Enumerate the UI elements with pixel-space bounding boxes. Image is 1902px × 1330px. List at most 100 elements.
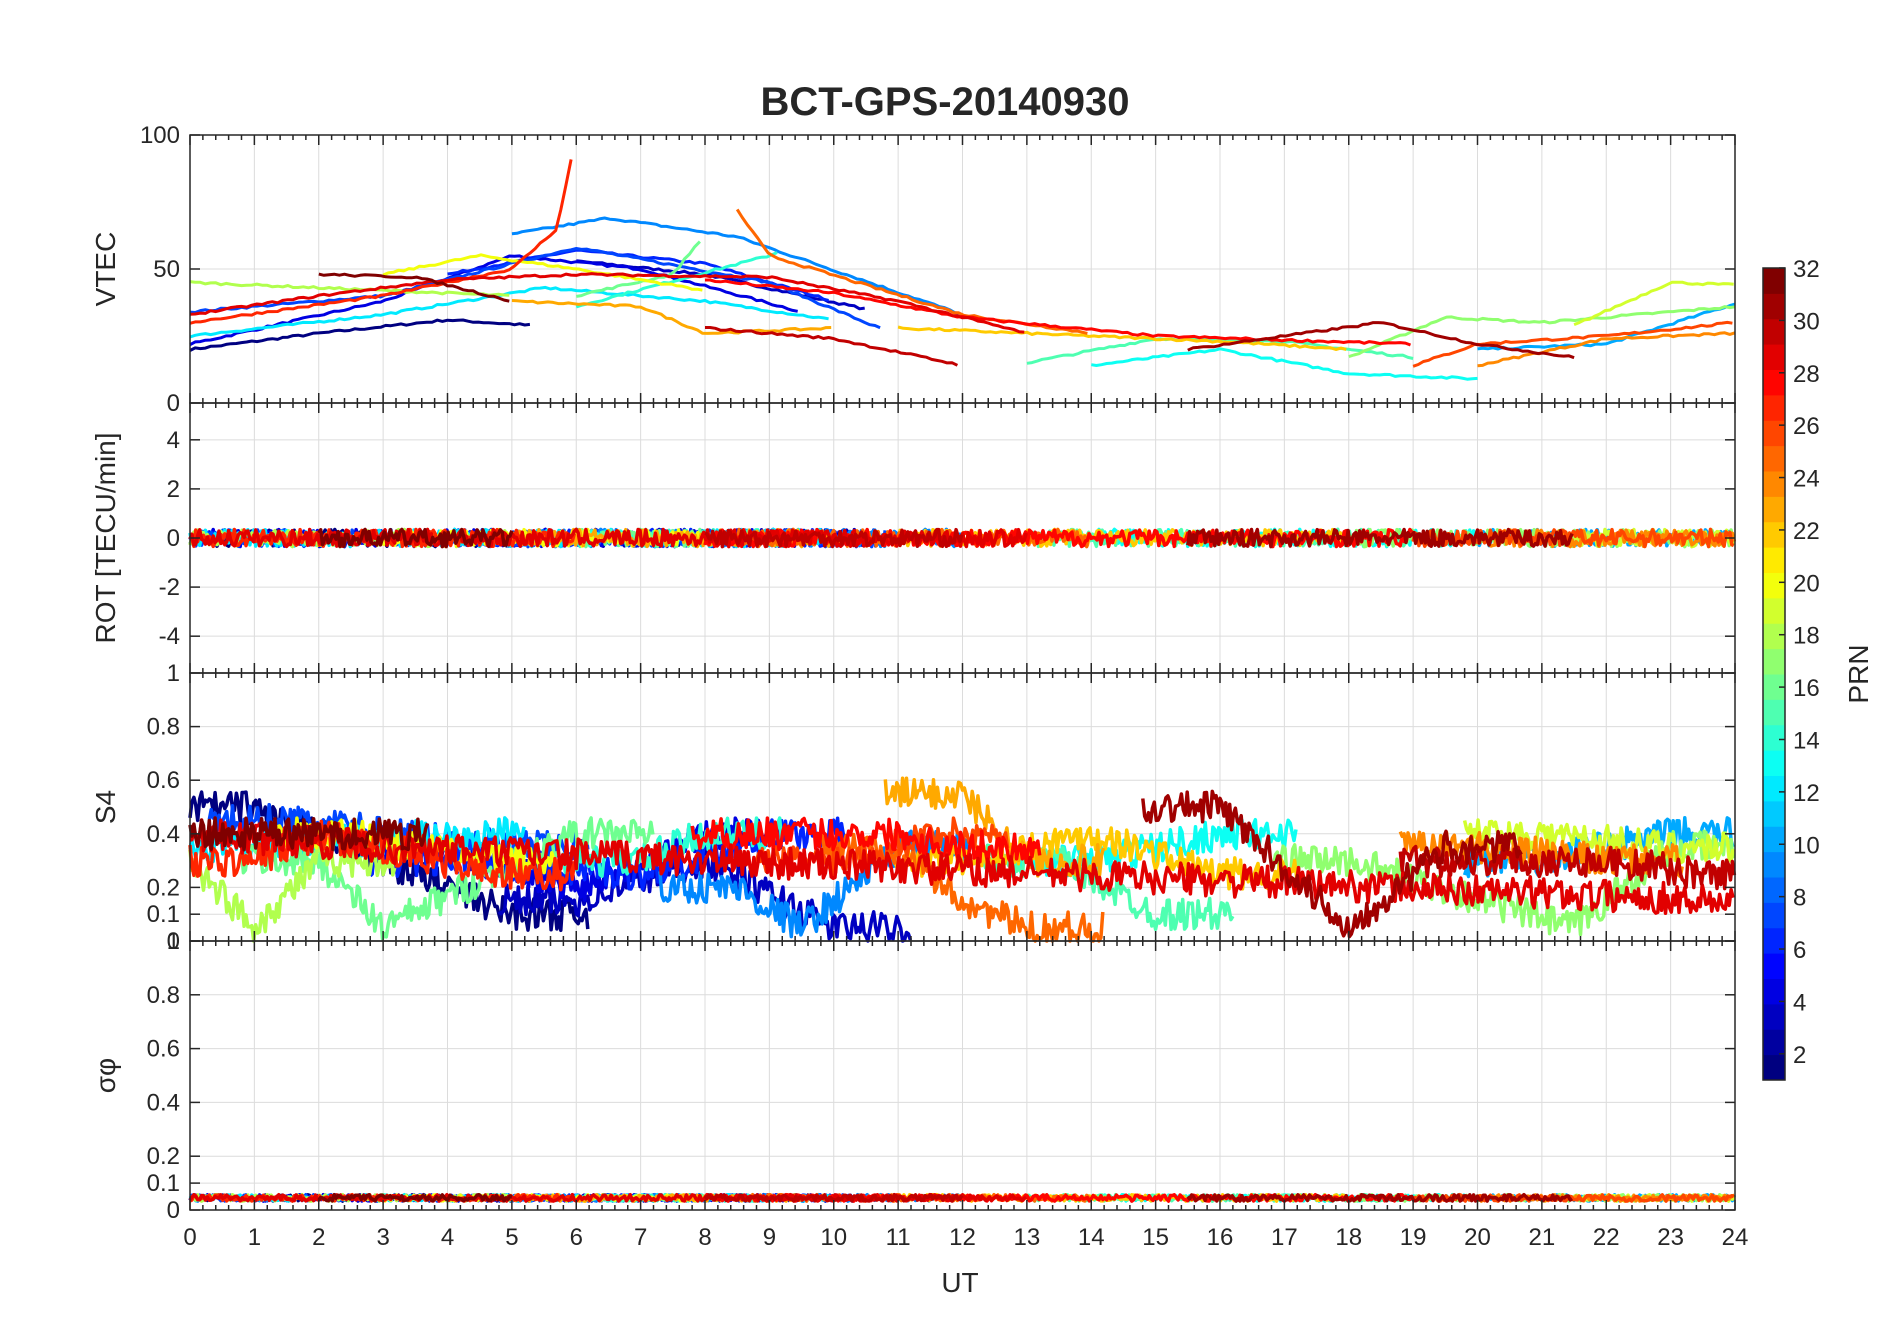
series-line-prn-12 [189, 285, 829, 339]
colorbar-segment [1763, 268, 1785, 294]
x-tick-label: 24 [1722, 1224, 1749, 1251]
colorbar-segment [1763, 394, 1785, 421]
colorbar-tick-label: 12 [1793, 780, 1820, 807]
y-tick-label: 0.6 [147, 767, 180, 794]
panel-3: 00.10.2 0.4 0.6 0.8 1 S4 [90, 660, 1737, 955]
colorbar-frame [1762, 267, 1786, 1081]
colorbar-label: PRN [1843, 644, 1874, 703]
series-line-prn-7 [189, 247, 881, 330]
x-tick-label: 13 [1014, 1224, 1041, 1251]
y-tick-label: 0 [167, 525, 180, 552]
x-tick-label: 21 [1529, 1224, 1556, 1251]
series-line-prn-31 [1187, 321, 1575, 360]
series-line-prn-19 [1573, 280, 1734, 326]
x-tick-label: 15 [1142, 1224, 1169, 1251]
x-tick-label: 6 [570, 1224, 583, 1251]
y-tick-label: 0 [167, 1197, 180, 1224]
series-line-prn-20 [382, 253, 703, 292]
panel-1: 0 50 100 VTEC [90, 122, 1736, 417]
x-tick-label: 23 [1657, 1224, 1684, 1251]
colorbar-tick-label: 2 [1793, 1042, 1806, 1069]
colorbar-segment [1763, 648, 1785, 675]
colorbar-segment [1763, 1029, 1785, 1056]
colorbar-segment [1763, 750, 1785, 776]
series-line-prn-13 [1091, 347, 1478, 381]
series-line-prn-22 [897, 325, 1347, 351]
chart-title: BCT-GPS-20140930 [760, 80, 1129, 124]
x-tick-label: 10 [820, 1224, 847, 1251]
x-tick-label: 18 [1335, 1224, 1362, 1251]
colorbar-segment [1763, 572, 1785, 599]
colorbar-tick-label: 22 [1793, 518, 1820, 545]
colorbar-segment [1763, 471, 1785, 497]
x-tick-label: 11 [886, 1224, 911, 1251]
y-axis-label: ROT [TECU/min] [90, 432, 121, 643]
colorbar-segment [1763, 953, 1785, 979]
series-line-prn-29 [189, 818, 1735, 916]
y-tick-label: 100 [140, 122, 180, 149]
colorbar-segment [1763, 826, 1785, 853]
series-line-prn-30 [704, 527, 964, 549]
y-tick-label: 0.4 [147, 821, 180, 848]
colorbar-segment [1763, 369, 1785, 396]
colorbar-segment [1763, 344, 1785, 370]
colorbar-segment [1763, 597, 1785, 624]
y-tick-label: 0.8 [147, 714, 180, 741]
x-tick-label: 12 [949, 1224, 976, 1251]
series-line-prn-18 [188, 843, 397, 943]
series-line-prn-32 [317, 1192, 513, 1203]
y-tick-label: 0.1 [147, 1170, 180, 1197]
series-line-prn-26 [754, 816, 1010, 879]
series-line-prn-30 [705, 326, 959, 367]
series-line-prn-28 [690, 816, 1042, 865]
colorbar-tick-label: 10 [1793, 832, 1820, 859]
colorbar-tick-label: 8 [1793, 885, 1806, 912]
panel-2: -4 -2 0 2 4 ROT [TECU/min] [90, 402, 1737, 674]
series-line-prn-15 [1026, 337, 1414, 365]
colorbar-segment [1763, 699, 1785, 726]
y-tick-label: 0.4 [147, 1089, 180, 1116]
colorbar-segment [1763, 623, 1785, 650]
colorbar-segment [1763, 877, 1785, 903]
series-line-prn-27 [189, 159, 573, 325]
series-line-prn-23 [511, 299, 832, 335]
y-tick-label: 4 [167, 427, 180, 454]
x-tick-label: 20 [1464, 1224, 1491, 1251]
x-tick-label: 1 [248, 1224, 261, 1251]
y-tick-label: -4 [159, 623, 180, 650]
x-tick-label: 2 [312, 1224, 325, 1251]
series-line-prn-18 [189, 280, 510, 297]
series-line-prn-17 [1269, 829, 1735, 937]
y-tick-label: 0.2 [147, 1143, 180, 1170]
y-axis-label: VTEC [90, 232, 121, 307]
colorbar-tick-label: 30 [1793, 308, 1820, 335]
y-axis-label: σφ [90, 1058, 121, 1093]
colorbar-segment [1763, 547, 1785, 573]
colorbar-segment [1763, 318, 1785, 345]
y-tick-label: 2 [167, 476, 180, 503]
colorbar-segment [1763, 775, 1785, 802]
colorbar-segment [1763, 927, 1785, 954]
series-line-prn-4 [189, 254, 798, 347]
y-tick-label: 0.8 [147, 982, 180, 1009]
series-line-prn-10 [1477, 302, 1736, 351]
colorbar-segment [1763, 496, 1785, 523]
y-tick-label: 0.6 [147, 1036, 180, 1063]
colorbar-segment [1763, 851, 1785, 878]
colorbar-tick-label: 18 [1793, 623, 1820, 650]
series-line-prn-16 [576, 240, 701, 298]
colorbar-segment [1763, 674, 1785, 700]
series-line-prn-14 [575, 251, 778, 309]
colorbar-tick-label: 6 [1793, 937, 1806, 964]
colorbar-tick-label: 20 [1793, 570, 1820, 597]
colorbar-segment [1763, 724, 1785, 751]
colorbar-segment [1763, 800, 1785, 827]
x-tick-label: 22 [1593, 1224, 1620, 1251]
x-tick-label: 9 [763, 1224, 776, 1251]
colorbar-segment [1763, 902, 1785, 929]
y-tick-label: 0.2 [147, 874, 180, 901]
x-axis: 0 1 2 3 4 5 6 7 8 9 10 11 12 13 14 15 16 17 18 19 20 21 22 23 24 [183, 1224, 1748, 1251]
colorbar-segment [1763, 420, 1785, 447]
